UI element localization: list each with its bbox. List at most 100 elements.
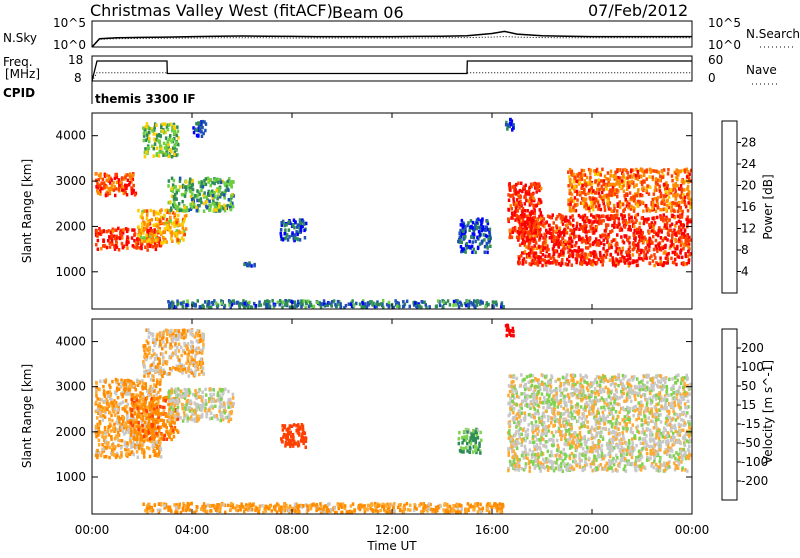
data-cell	[614, 171, 617, 175]
data-cell	[616, 195, 619, 199]
data-cell	[642, 209, 645, 213]
data-cell	[620, 250, 623, 254]
data-cell	[146, 209, 149, 213]
data-cell	[112, 426, 115, 430]
data-cell	[555, 224, 558, 228]
data-cell	[104, 426, 107, 430]
data-cell	[350, 303, 353, 307]
data-cell	[555, 236, 558, 240]
data-cell	[95, 185, 98, 189]
data-cell	[553, 221, 556, 225]
data-cell	[200, 189, 203, 193]
data-cell	[680, 169, 683, 173]
data-cell	[458, 232, 461, 236]
data-cell	[471, 251, 474, 255]
data-cell	[145, 416, 148, 420]
data-cell	[525, 245, 528, 249]
data-cell	[635, 214, 638, 218]
data-cell	[560, 240, 563, 244]
data-cell	[652, 235, 655, 239]
data-cell	[611, 194, 614, 198]
data-cell	[101, 398, 104, 402]
data-cell	[195, 352, 198, 356]
data-cell	[667, 172, 670, 176]
data-cell	[558, 230, 561, 234]
data-cell	[316, 301, 319, 305]
data-cell	[134, 193, 137, 197]
data-cell	[626, 176, 629, 180]
data-cell	[165, 351, 168, 355]
data-cell	[587, 219, 590, 223]
data-cell	[223, 411, 226, 415]
data-cell	[513, 186, 516, 190]
data-cell	[653, 169, 656, 173]
data-cell	[531, 220, 534, 224]
data-cell	[680, 196, 683, 200]
data-cell	[203, 210, 206, 214]
data-cell	[651, 175, 654, 179]
data-cell	[522, 229, 525, 233]
data-cell	[129, 176, 132, 180]
data-cell	[227, 401, 230, 405]
data-cell	[643, 174, 646, 178]
data-cell	[149, 455, 152, 459]
data-cell	[279, 299, 282, 303]
data-cell	[96, 408, 99, 412]
data-cell	[629, 181, 632, 185]
data-cell	[170, 208, 173, 212]
y-tick-label: 2000	[55, 219, 86, 233]
data-cell	[585, 234, 588, 238]
data-cell	[184, 206, 187, 210]
data-cell	[198, 390, 201, 394]
data-cell	[593, 201, 596, 205]
data-cell	[531, 246, 534, 250]
data-cell	[665, 208, 668, 212]
data-cell	[294, 236, 297, 240]
data-cell	[532, 211, 535, 215]
data-cell	[146, 248, 149, 252]
data-cell	[126, 173, 129, 177]
data-cell	[137, 384, 140, 388]
data-cell	[671, 235, 674, 239]
data-cell	[626, 171, 629, 175]
data-cell	[604, 229, 607, 233]
data-cell	[605, 215, 608, 219]
nsky-panel-frame	[92, 21, 692, 47]
data-cell	[179, 177, 182, 181]
data-cell	[153, 438, 156, 442]
data-cell	[143, 435, 146, 439]
data-cell	[655, 244, 658, 248]
data-cell	[576, 180, 579, 184]
data-cell	[576, 198, 579, 202]
data-cell	[167, 432, 170, 436]
data-cell	[159, 229, 162, 233]
data-cell	[202, 305, 205, 309]
data-cell	[581, 177, 584, 181]
data-cell	[127, 428, 130, 432]
data-cell	[158, 362, 161, 366]
data-cell	[232, 205, 235, 209]
data-cell	[110, 414, 113, 418]
data-cell	[168, 123, 171, 127]
data-cell	[165, 399, 168, 403]
data-cell	[161, 375, 164, 379]
data-cell	[563, 247, 566, 251]
data-cell	[191, 349, 194, 353]
data-cell	[614, 264, 617, 268]
data-cell	[107, 425, 110, 429]
data-cell	[103, 181, 106, 185]
data-cell	[573, 249, 576, 253]
data-cell	[182, 238, 185, 242]
data-cell	[190, 356, 193, 360]
data-cell	[641, 217, 644, 221]
data-cell	[164, 231, 167, 235]
data-cell	[171, 234, 174, 238]
data-cell	[675, 253, 678, 257]
data-cell	[649, 223, 652, 227]
data-cell	[348, 302, 351, 306]
data-cell	[106, 185, 109, 189]
data-cell	[114, 437, 117, 441]
data-cell	[115, 240, 118, 244]
data-cell	[172, 366, 175, 370]
data-cell	[148, 131, 151, 135]
